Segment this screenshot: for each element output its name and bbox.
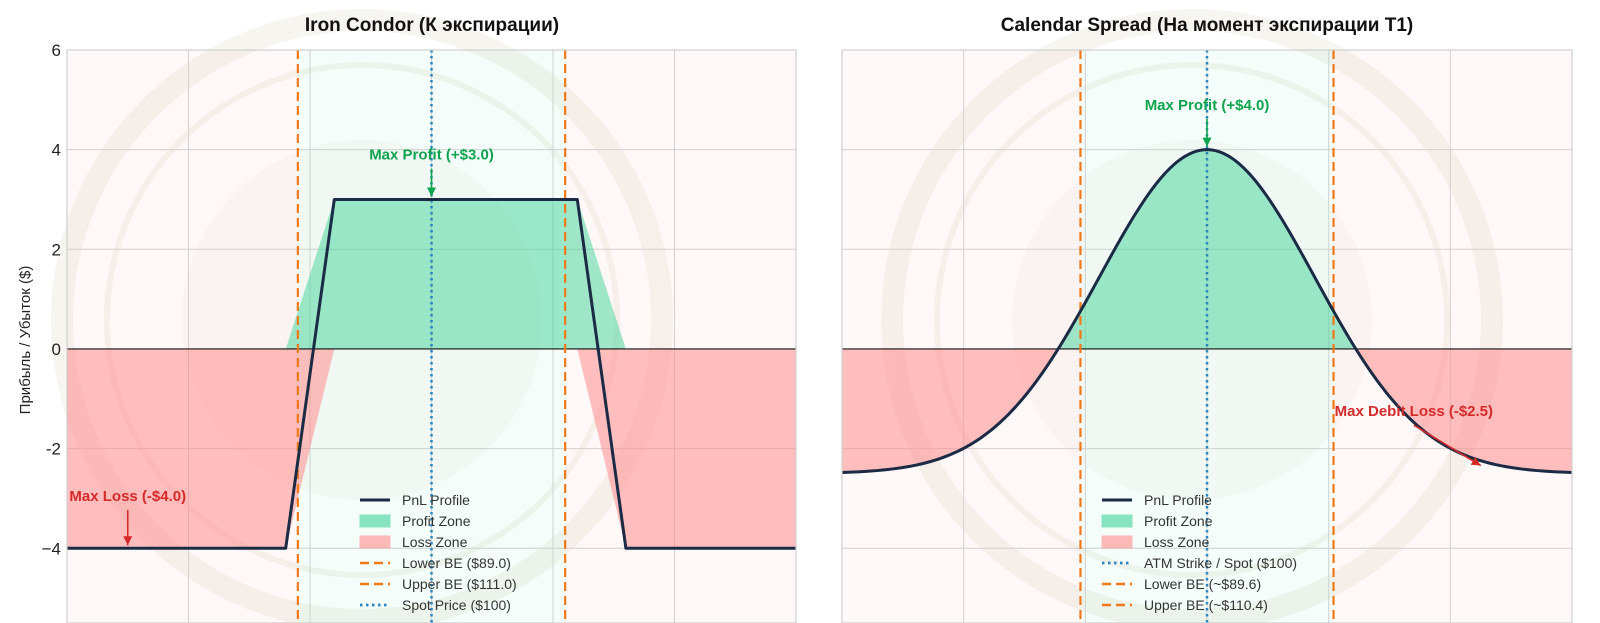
calendar-spread-reference-lines bbox=[842, 50, 1572, 623]
iron-condor-legend-label: Profit Zone bbox=[402, 513, 471, 529]
calendar-spread-legend-label: Upper BE (~$110.4) bbox=[1144, 597, 1268, 613]
calendar-spread-annotations: Max Profit (+$4.0) Max Debit Loss (-$2.5) bbox=[1145, 97, 1493, 467]
iron-condor-legend-label: Upper BE ($111.0) bbox=[402, 576, 517, 592]
iron-condor-zones bbox=[67, 50, 796, 623]
calendar-spread-legend-label: Loss Zone bbox=[1144, 534, 1210, 550]
iron-condor-y-ticks: −4 -2 0 2 4 6 bbox=[42, 41, 61, 558]
calendar-spread-annotation-arrow bbox=[1413, 424, 1482, 467]
calendar-spread-legend-label: PnL Profile bbox=[1144, 492, 1212, 508]
iron-condor-title: Iron Condor (К экспирации) bbox=[305, 15, 559, 36]
calendar-spread-loss-zone bbox=[842, 348, 1572, 473]
iron-condor-series bbox=[67, 197, 796, 550]
watermark-seal-right bbox=[881, 9, 1503, 623]
iron-condor-legend-swatch-profit bbox=[359, 514, 391, 528]
iron-condor-y-tick-label: 2 bbox=[52, 240, 61, 259]
calendar-spread-annotation-text: Max Profit (+$4.0) bbox=[1145, 97, 1270, 114]
iron-condor-pnl-line bbox=[67, 197, 796, 550]
calendar-spread-legend-swatch-profit bbox=[1101, 514, 1133, 528]
calendar-spread-legend-swatch-loss bbox=[1101, 535, 1133, 549]
iron-condor-legend-label: PnL Profile bbox=[402, 492, 470, 508]
iron-condor-legend-label: Spot Price ($100) bbox=[402, 597, 511, 613]
watermark-seal-left bbox=[51, 9, 673, 623]
calendar-spread-annotation-arrowhead bbox=[1470, 457, 1481, 466]
iron-condor-legend-swatch-loss bbox=[359, 535, 391, 549]
iron-condor-legend: PnL Profile Profit Zone Loss Zone Lower BE … bbox=[359, 492, 517, 613]
calendar-spread-annotation-text: Max Debit Loss (-$2.5) bbox=[1335, 403, 1493, 420]
iron-condor-annotation-text: Max Profit (+$3.0) bbox=[369, 147, 494, 164]
iron-condor-y-tick-label: 6 bbox=[52, 41, 61, 60]
calendar-spread-annotation-arrowhead bbox=[1202, 137, 1212, 147]
calendar-spread-loss-tint bbox=[842, 50, 1081, 623]
calendar-spread-legend-label: Lower BE (~$89.6) bbox=[1144, 576, 1261, 592]
iron-condor-y-tick-label: 0 bbox=[52, 340, 61, 359]
iron-condor-legend-label: Lower BE ($89.0) bbox=[402, 555, 511, 571]
iron-condor-frame bbox=[66, 49, 797, 623]
iron-condor-reference-lines bbox=[67, 50, 796, 623]
iron-condor-annotations: Max Profit (+$3.0) Max Loss (-$4.0) bbox=[69, 147, 494, 546]
iron-condor-panel: Iron Condor (К экспирации) −4 -2 0 2 4 6 Max … bbox=[42, 15, 797, 623]
calendar-spread-title: Calendar Spread (На момент экспирации T1… bbox=[1001, 15, 1413, 36]
iron-condor-annotation-arrowhead bbox=[427, 187, 436, 197]
calendar-spread-pnl-line bbox=[842, 148, 1572, 474]
iron-condor-legend-label: Loss Zone bbox=[402, 534, 468, 550]
iron-condor-annotation-arrowhead bbox=[123, 536, 133, 546]
calendar-spread-frame bbox=[841, 49, 1573, 623]
iron-condor-y-tick-label: -2 bbox=[46, 440, 61, 459]
calendar-spread-legend: PnL Profile Profit Zone Loss Zone ATM Strik… bbox=[1101, 492, 1297, 613]
y-axis-label: Прибыль / Убыток ($) bbox=[17, 266, 34, 415]
calendar-spread-loss-tint bbox=[1333, 50, 1572, 623]
iron-condor-y-tick-label: −4 bbox=[42, 539, 61, 558]
calendar-spread-series bbox=[842, 148, 1572, 474]
iron-condor-annotation-text: Max Loss (-$4.0) bbox=[69, 488, 186, 505]
iron-condor-loss-zone bbox=[67, 348, 796, 549]
calendar-spread-legend-label: Profit Zone bbox=[1144, 513, 1213, 529]
calendar-spread-panel: Calendar Spread (На момент экспирации T1… bbox=[841, 15, 1573, 623]
calendar-spread-legend-label: ATM Strike / Spot ($100) bbox=[1144, 555, 1297, 571]
iron-condor-y-tick-label: 4 bbox=[52, 141, 61, 160]
